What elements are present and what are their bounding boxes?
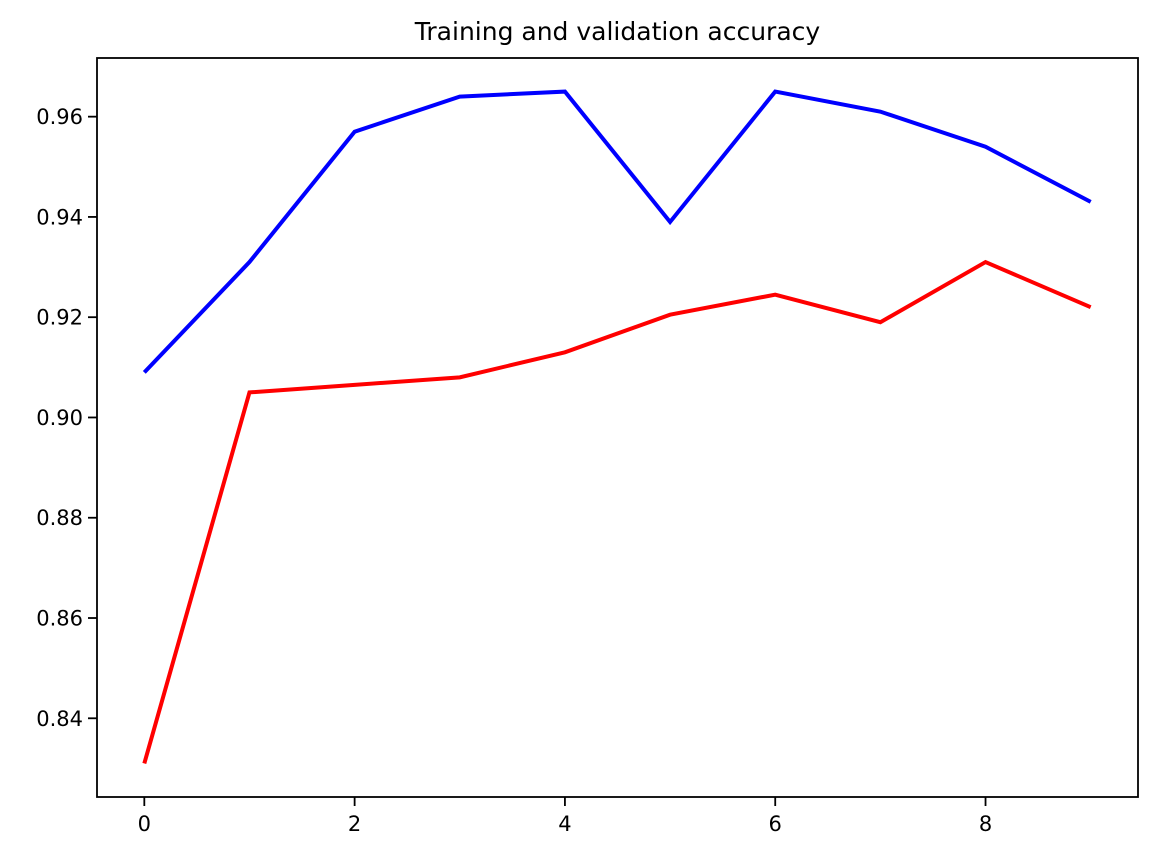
y-tick-label: 0.90 [36,406,83,430]
y-tick-label: 0.92 [36,306,83,330]
y-tick-label: 0.94 [36,205,83,229]
plot-group: 0.84 0.86 0.88 0.90 0.92 0.94 0.96 0 2 4 6 8 [36,57,1139,836]
y-tick-label: 0.88 [36,506,83,530]
x-tick-label: 2 [348,812,361,836]
chart-title: Training and validation accuracy [414,17,821,46]
x-tick-label: 6 [769,812,782,836]
series-line-blue [142,89,1092,374]
y-tick-label: 0.96 [36,105,83,129]
x-tick-label: 4 [558,812,571,836]
series-line-red [142,259,1092,764]
x-tick-label: 8 [979,812,992,836]
y-tick-label: 0.86 [36,607,83,631]
x-tick-label: 0 [138,812,151,836]
plot-border [96,57,1139,798]
y-tick-label: 0.84 [36,707,83,731]
